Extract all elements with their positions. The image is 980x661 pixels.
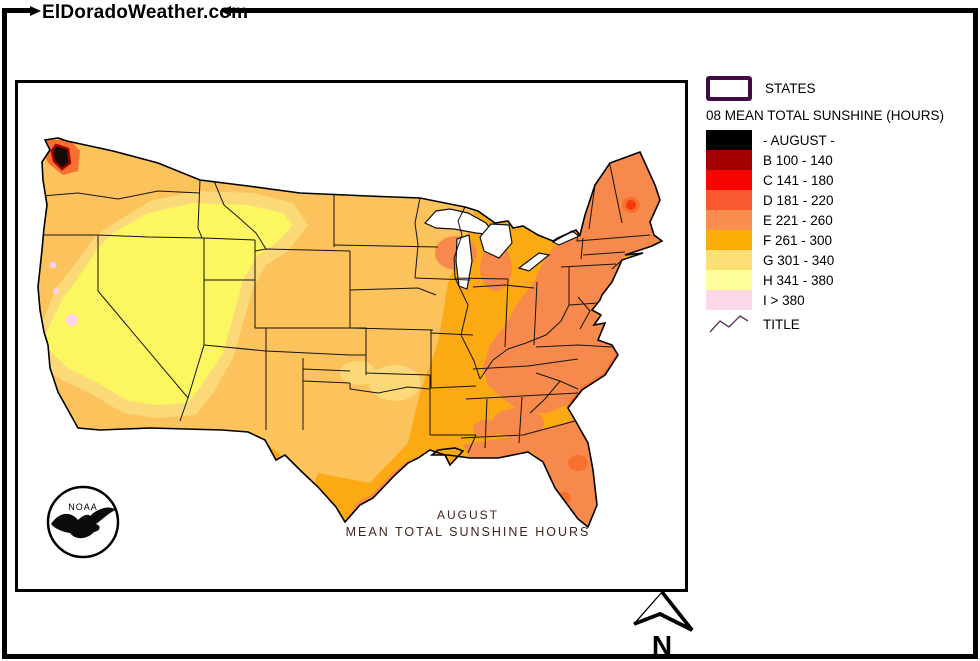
- frame-top-left-stub: [2, 8, 31, 13]
- polyline-title-icon: [709, 315, 749, 333]
- frame-arrow-left-icon: [220, 6, 231, 16]
- swatch-e: [706, 210, 752, 230]
- noaa-logo-text: NOAA: [68, 502, 98, 512]
- map-caption-subject: MEAN TOTAL SUNSHINE HOURS: [345, 525, 591, 539]
- map-caption: AUGUST MEAN TOTAL SUNSHINE HOURS: [258, 507, 678, 541]
- region-wa-dark-cluster: [42, 140, 80, 175]
- swatch-f: [706, 230, 752, 250]
- frame-top-border: [230, 8, 978, 13]
- north-arrow: N: [633, 590, 694, 660]
- legend-title-row: TITLE: [706, 313, 944, 335]
- frame-right-border: [973, 8, 978, 659]
- legend-item-e: E 221 - 260: [706, 210, 944, 230]
- map-panel: NOAA AUGUST MEAN TOTAL SUNSHINE HOURS: [15, 80, 688, 592]
- legend-heading: 08 MEAN TOTAL SUNSHINE (HOURS): [706, 108, 945, 123]
- swatch-g: [706, 250, 752, 270]
- states-outline-swatch: [706, 76, 752, 101]
- frame-left-border: [2, 8, 7, 659]
- swatch-i: [706, 290, 752, 310]
- legend-item-b: B 100 - 140: [706, 150, 944, 170]
- noaa-bird-icon: [51, 507, 116, 539]
- legend: STATES 08 MEAN TOTAL SUNSHINE (HOURS) - …: [706, 76, 944, 335]
- legend-states-row: STATES: [706, 76, 944, 101]
- legend-item-i: I > 380: [706, 290, 944, 310]
- swatch-h: [706, 270, 752, 290]
- us-outline: [37, 137, 664, 529]
- title-label: TITLE: [763, 316, 800, 332]
- legend-item-c: C 141 - 180: [706, 170, 944, 190]
- legend-item-august: - AUGUST -: [706, 130, 944, 150]
- swatch-c: [706, 170, 752, 190]
- region-i-pink-dots: [49, 261, 78, 326]
- legend-item-d: D 181 - 220: [706, 190, 944, 210]
- legend-item-g: G 301 - 340: [706, 250, 944, 270]
- noaa-logo: NOAA: [46, 485, 120, 559]
- legend-item-f: F 261 - 300: [706, 230, 944, 250]
- map-caption-month: AUGUST: [436, 508, 499, 522]
- states-label: STATES: [765, 81, 816, 96]
- north-arrow-label: N: [652, 630, 672, 660]
- region-red-spot-ne: [626, 200, 636, 210]
- us-sunshine-map: NOAA: [37, 137, 664, 559]
- great-lakes: [423, 208, 581, 290]
- swatch-august: [706, 130, 752, 150]
- frame-bottom-border: [2, 654, 978, 659]
- legend-item-h: H 341 - 380: [706, 270, 944, 290]
- swatch-d: [706, 190, 752, 210]
- page-title: ElDoradoWeather.com: [42, 2, 249, 23]
- swatch-b: [706, 150, 752, 170]
- frame-arrow-right-icon: [30, 6, 41, 16]
